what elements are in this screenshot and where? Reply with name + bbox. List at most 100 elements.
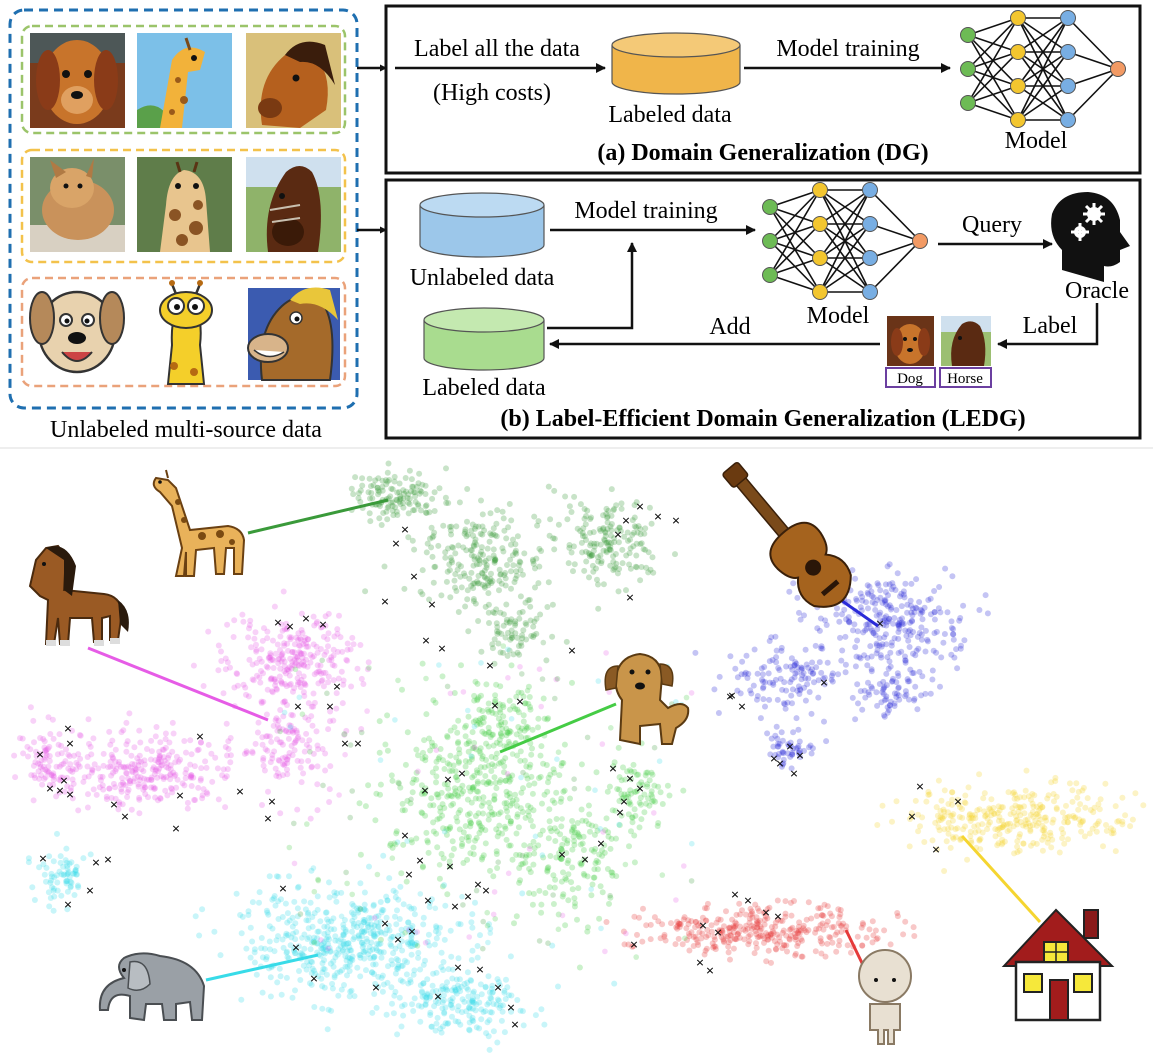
scatter-point-horse bbox=[295, 657, 302, 664]
scatter-point-house bbox=[1029, 791, 1036, 797]
scatter-point-horse bbox=[167, 772, 174, 778]
scatter-point-horse bbox=[39, 781, 46, 788]
scatter-point-guitar bbox=[883, 693, 890, 700]
scatter-point-guitar bbox=[818, 645, 824, 652]
scatter-point-horse bbox=[300, 641, 307, 647]
selected-sample-mark: × bbox=[354, 736, 363, 752]
scatter-point-horse bbox=[88, 769, 95, 776]
scatter-point-giraffe bbox=[570, 543, 577, 550]
scatter-point-giraffe bbox=[430, 533, 437, 540]
scatter-point-guitar bbox=[906, 678, 913, 685]
scatter-point-guitar bbox=[922, 690, 929, 697]
scatter-point-horse bbox=[276, 673, 283, 680]
scatter-point-person bbox=[787, 926, 794, 932]
scatter-point-noise bbox=[519, 852, 526, 859]
scatter-point-horse bbox=[170, 730, 177, 737]
scatter-point-elephant bbox=[469, 911, 476, 918]
scatter-point-guitar bbox=[889, 678, 895, 685]
scatter-point-giraffe bbox=[619, 560, 626, 567]
scatter-point-noise bbox=[447, 690, 454, 697]
scatter-point-horse bbox=[131, 775, 138, 782]
scatter-point-horse bbox=[123, 719, 130, 726]
scatter-point-horse bbox=[275, 656, 282, 663]
scatter-point-elephant bbox=[384, 897, 391, 904]
scatter-point-guitar bbox=[759, 671, 766, 678]
scatter-point-horse bbox=[259, 734, 266, 741]
scatter-point-horse bbox=[76, 732, 83, 738]
scatter-point-noise bbox=[608, 725, 614, 731]
scatter-point-horse bbox=[313, 728, 320, 735]
scatter-point-horse bbox=[233, 670, 240, 677]
scatter-point-elephant bbox=[427, 1009, 434, 1016]
scatter-point-horse bbox=[269, 689, 276, 696]
scatter-point-giraffe bbox=[566, 503, 573, 510]
scatter-point-guitar bbox=[824, 659, 831, 666]
scatter-point-elephant bbox=[555, 983, 561, 990]
scatter-point-guitar bbox=[751, 646, 758, 653]
scatter-point-guitar bbox=[887, 698, 894, 705]
scatter-point-elephant bbox=[420, 921, 427, 928]
scatter-point-elephant bbox=[442, 902, 449, 909]
scatter-point-noise bbox=[592, 823, 599, 830]
scatter-point-giraffe bbox=[455, 609, 462, 615]
scatter-point-dog bbox=[458, 662, 464, 669]
selected-sample-mark: × bbox=[706, 963, 715, 979]
scatter-point-guitar bbox=[886, 707, 892, 713]
scatter-point-noise bbox=[683, 694, 690, 701]
scatter-point-guitar bbox=[867, 625, 874, 632]
scatter-point-house bbox=[1041, 825, 1048, 832]
scatter-point-person bbox=[782, 910, 789, 917]
scatter-point-dog bbox=[580, 833, 587, 840]
scatter-point-giraffe bbox=[627, 545, 634, 552]
scatter-point-person bbox=[808, 915, 815, 922]
scatter-point-horse bbox=[298, 779, 305, 786]
scatter-point-giraffe bbox=[492, 532, 499, 539]
scatter-point-horse bbox=[75, 761, 82, 768]
scatter-point-horse bbox=[199, 792, 206, 799]
scatter-point-guitar bbox=[883, 622, 890, 629]
scatter-point-house bbox=[1100, 843, 1106, 850]
scatter-point-guitar bbox=[929, 676, 936, 683]
scatter-point-horse bbox=[115, 806, 122, 813]
scatter-point-dog bbox=[599, 889, 606, 896]
scatter-point-noise bbox=[441, 828, 448, 835]
scatter-point-horse bbox=[326, 799, 333, 805]
scatter-point-horse bbox=[50, 735, 57, 742]
scatter-point-guitar bbox=[922, 627, 929, 634]
scatter-point-giraffe bbox=[515, 643, 522, 649]
scatter-point-noise bbox=[480, 918, 487, 925]
scatter-point-horse bbox=[66, 753, 73, 760]
scatter-point-guitar bbox=[873, 612, 880, 619]
scatter-point-horse bbox=[158, 762, 165, 769]
scatter-point-horse bbox=[209, 778, 216, 785]
scatter-point-horse bbox=[300, 658, 307, 665]
selected-sample-mark: × bbox=[410, 569, 419, 585]
scatter-point-guitar bbox=[839, 647, 846, 654]
scatter-point-giraffe bbox=[400, 504, 407, 511]
scatter-point-horse bbox=[248, 644, 255, 651]
scatter-point-horse bbox=[279, 741, 286, 748]
scatter-point-giraffe bbox=[602, 528, 609, 535]
scatter-point-guitar bbox=[754, 693, 761, 699]
scatter-point-horse bbox=[280, 713, 287, 720]
scatter-point-giraffe bbox=[523, 621, 530, 628]
scatter-point-giraffe bbox=[627, 565, 634, 572]
scatter-point-elephant bbox=[54, 830, 60, 837]
scatter-point-dog bbox=[569, 864, 576, 871]
scatter-point-guitar bbox=[845, 614, 852, 621]
scatter-point-horse bbox=[136, 794, 143, 801]
scatter-point-house bbox=[1029, 809, 1036, 815]
scatter-point-giraffe bbox=[444, 568, 451, 575]
ledg-box bbox=[384, 178, 1142, 440]
scatter-point-guitar bbox=[745, 670, 752, 677]
scatter-point-guitar bbox=[829, 672, 835, 679]
scatter-point-dog bbox=[521, 842, 528, 849]
scatter-point-person bbox=[792, 952, 799, 959]
selected-sample-mark: × bbox=[292, 940, 301, 956]
scatter-point-elephant bbox=[380, 907, 387, 914]
scatter-point-dog bbox=[516, 879, 523, 886]
scatter-point-guitar bbox=[887, 663, 894, 670]
scatter-point-noise bbox=[319, 657, 326, 664]
scatter-point-horse bbox=[223, 720, 230, 727]
scatter-point-person bbox=[859, 942, 866, 949]
